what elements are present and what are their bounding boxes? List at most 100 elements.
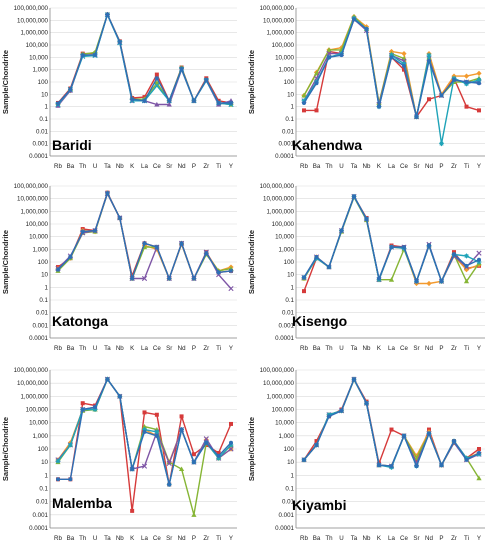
data-point: [414, 464, 419, 469]
series-line: [303, 18, 479, 118]
x-tick-label: Ce: [400, 535, 408, 542]
data-point: [191, 276, 197, 281]
y-tick-label: 100,000: [26, 42, 49, 49]
y-tick-label: 0.001: [33, 322, 49, 329]
data-point: [154, 412, 159, 417]
series-line: [303, 15, 480, 118]
chart-panel-baridi: Sample/Chondrite 0.0001 0.001 0.01 0.1 1 10 100…: [1, 5, 237, 170]
y-tick-label: 0.1: [39, 297, 48, 304]
y-tick-label: 100,000,000: [14, 5, 49, 12]
x-tick-label: Y: [229, 345, 233, 352]
x-tick-label: Zr: [203, 535, 209, 542]
data-point: [463, 278, 470, 284]
data-point: [142, 427, 147, 432]
series-line: [303, 378, 480, 466]
data-point: [463, 73, 470, 79]
data-point: [80, 401, 85, 406]
data-point: [228, 268, 234, 274]
y-tick-label: 10: [41, 459, 48, 466]
chart-panel-malemba: Sample/Chondrite 0.0001 0.001 0.01 0.1 1 10 100…: [1, 367, 237, 542]
data-point: [402, 245, 406, 250]
y-tick-label: 1,000: [279, 246, 295, 253]
y-tick-label: 0.0001: [275, 153, 294, 160]
data-point: [154, 101, 160, 107]
data-point: [389, 52, 394, 58]
data-point: [80, 407, 85, 412]
y-tick-label: 10,000: [275, 234, 294, 241]
y-tick-label: 100,000,000: [260, 367, 295, 374]
x-tick-label: Nb: [363, 345, 371, 352]
chart-panel-kiyambi: Sample/Chondrite 0.0001 0.001 0.01 0.1 1 10 100…: [247, 367, 485, 542]
x-tick-label: Ta: [104, 535, 111, 542]
x-tick-label: Ta: [351, 345, 358, 352]
data-point: [314, 81, 319, 86]
y-axis-label: Sample/Chondrite: [1, 50, 10, 114]
data-point: [167, 482, 172, 487]
data-point: [80, 229, 86, 235]
y-tick-label: 1: [45, 472, 49, 479]
data-point: [129, 96, 135, 102]
y-tick-label: 0.1: [39, 116, 48, 123]
x-tick-label: Th: [79, 345, 87, 352]
y-tick-label: 0.01: [36, 310, 49, 317]
x-tick-label: Nd: [178, 163, 186, 170]
y-tick-label: 0.001: [279, 141, 295, 148]
x-tick-label: Ba: [313, 345, 321, 352]
data-point: [216, 100, 222, 106]
x-tick-label: Nd: [178, 535, 186, 542]
y-tick-label: 100: [284, 79, 295, 86]
y-tick-label: 0.1: [285, 116, 294, 123]
data-point: [141, 275, 148, 282]
data-point: [105, 190, 110, 196]
x-tick-label: La: [388, 535, 395, 542]
data-point: [339, 53, 344, 58]
y-tick-label: 100,000,000: [14, 183, 49, 190]
data-point: [439, 463, 444, 468]
data-point: [414, 279, 419, 284]
data-point: [476, 250, 482, 256]
data-point: [166, 98, 172, 104]
x-tick-label: Th: [325, 345, 333, 352]
series-line: [57, 13, 232, 104]
x-tick-label: Sr: [413, 345, 419, 352]
x-tick-label: Ba: [67, 163, 75, 170]
y-tick-label: 0.001: [33, 141, 49, 148]
data-point: [216, 450, 221, 455]
x-tick-label: K: [377, 345, 382, 352]
y-tick-label: 10,000,000: [263, 380, 295, 387]
data-point: [141, 463, 148, 469]
y-tick-label: 0.01: [282, 499, 295, 506]
series-line: [303, 378, 480, 469]
x-tick-label: Y: [229, 163, 233, 170]
data-point: [67, 254, 73, 260]
data-point: [55, 101, 61, 106]
x-tick-label: U: [93, 345, 97, 352]
x-tick-label: U: [339, 535, 343, 542]
data-point: [377, 104, 381, 109]
x-tick-label: Zr: [203, 163, 209, 170]
x-tick-label: Rb: [300, 535, 308, 542]
y-tick-label: 1,000: [279, 433, 295, 440]
data-point: [439, 93, 444, 98]
data-point: [56, 477, 60, 482]
x-tick-label: La: [388, 345, 395, 352]
x-tick-label: Y: [477, 535, 481, 542]
x-tick-label: Ta: [351, 163, 358, 170]
series-line: [303, 195, 480, 285]
y-tick-label: 0.01: [36, 128, 49, 135]
data-point: [216, 270, 222, 275]
data-point: [352, 194, 356, 199]
data-point: [92, 407, 98, 412]
data-point: [191, 98, 197, 104]
x-tick-label: Ce: [400, 163, 408, 170]
data-point: [476, 475, 482, 481]
data-point: [130, 467, 135, 472]
data-point: [179, 414, 184, 419]
y-tick-label: 100,000: [272, 221, 295, 228]
y-tick-label: 10,000: [29, 234, 48, 241]
data-point: [477, 108, 481, 113]
data-point: [464, 253, 469, 259]
y-axis-label: Sample/Chondrite: [247, 417, 256, 481]
data-point: [402, 433, 406, 438]
y-tick-label: 0.001: [33, 512, 49, 519]
